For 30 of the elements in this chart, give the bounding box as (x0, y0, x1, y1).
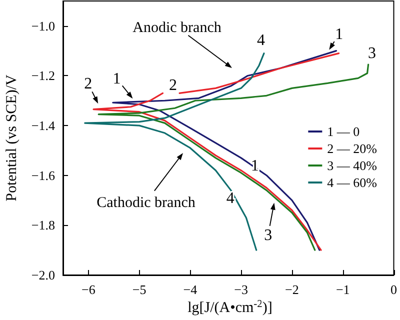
x-tick-label: 0 (390, 282, 397, 297)
y-tick-label: −1.4 (31, 118, 56, 134)
annotation: 3 (368, 45, 376, 62)
legend-label: 4 — 60% (327, 175, 378, 190)
annotation: Cathodic branch (96, 195, 196, 211)
x-axis-title: lg[J/(A•cm$^{-2}$)] (188, 298, 272, 316)
annotation: 1 (112, 70, 121, 88)
y-tick-label: −1.8 (31, 218, 55, 233)
annotation: 1 (335, 26, 344, 43)
annotation: 4 (257, 32, 265, 49)
x-tick-label: −1 (336, 282, 350, 297)
y-tick-label: −1.0 (31, 18, 55, 34)
y-tick-label: −1.6 (31, 168, 56, 183)
legend-label: 2 — 20% (327, 141, 378, 156)
line-series (84, 52, 265, 251)
x-tick-label: −3 (234, 282, 248, 297)
annotation: 2 (169, 77, 177, 94)
y-tick-label: −2.0 (31, 268, 55, 282)
y-axis-title: Potential (vs SCE)/V (4, 74, 20, 202)
legend-label: 3 — 40% (327, 158, 378, 173)
x-tick-label: −4 (183, 282, 198, 297)
annotation: Anodic branch (132, 20, 222, 36)
annotation: 2 (84, 76, 92, 93)
x-tick-label: −2 (285, 282, 299, 297)
x-tick-label: −6 (82, 282, 96, 297)
annotation: 4 (226, 190, 234, 207)
legend-label: 1 — 0 (327, 124, 360, 139)
x-tick-label: −5 (132, 282, 146, 297)
annotation: 3 (264, 226, 272, 244)
y-tick-label: −1.2 (31, 68, 55, 84)
